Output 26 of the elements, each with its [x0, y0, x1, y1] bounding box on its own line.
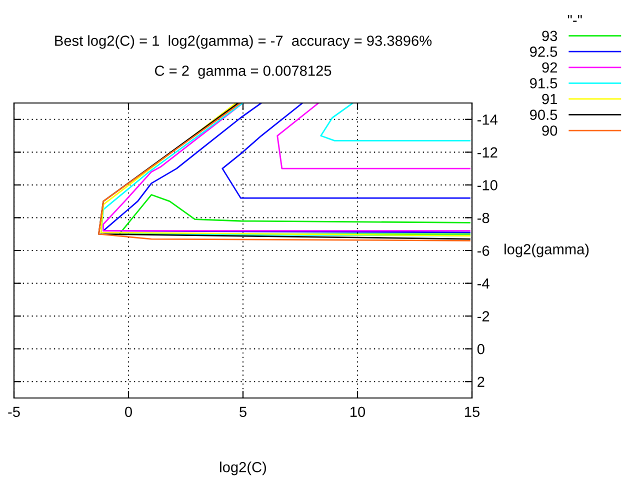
y-tick-label: -4	[478, 278, 490, 289]
legend-label: 90	[542, 125, 558, 136]
x-tick-label: 5	[240, 406, 246, 418]
y-axis-title: log2(gamma)	[504, 244, 589, 258]
x-tick-label: 10	[350, 406, 366, 418]
legend-label: 90.5	[530, 110, 558, 120]
x-axis-title: log2(C)	[220, 462, 266, 476]
y-tick-label: -6	[478, 246, 490, 256]
legend-label: 92.5	[530, 46, 558, 57]
y-tick-label: -10	[478, 180, 498, 190]
y-tick-label: 0	[477, 344, 484, 354]
y-tick-label: -14	[478, 114, 498, 125]
legend-label: 91.5	[530, 78, 558, 88]
legend-title: "-"	[568, 15, 582, 22]
legend-label: 91	[542, 94, 557, 104]
y-tick-label: 2	[478, 376, 484, 387]
x-tick-label: -5	[8, 406, 20, 418]
chart-title: Best log2(C) = 1 log2(gamma) = -7 accuracy = 93.3896%	[55, 35, 432, 49]
chart-subtitle: C = 2 gamma = 0.0078125	[154, 66, 332, 79]
y-tick-label: -12	[478, 147, 498, 158]
x-tick-label: 0	[125, 406, 132, 418]
y-tick-label: -8	[478, 212, 490, 224]
legend-label: 92	[542, 62, 557, 73]
y-tick-label: -2	[478, 311, 490, 322]
legend-label: 93	[542, 30, 558, 42]
x-tick-label: 15	[465, 406, 480, 418]
